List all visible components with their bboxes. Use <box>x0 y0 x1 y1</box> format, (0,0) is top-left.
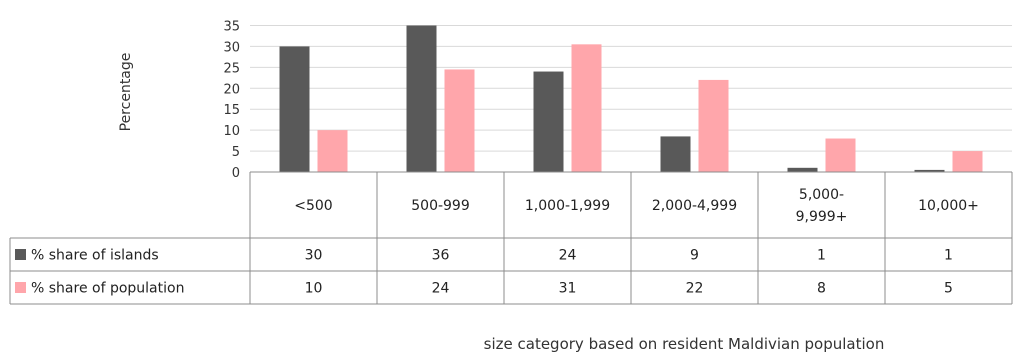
bar-islands <box>660 136 691 172</box>
y-tick-label: 10 <box>223 124 240 139</box>
y-tick-label: 0 <box>232 166 240 181</box>
bar-population <box>952 151 983 172</box>
category-label: <500 <box>294 198 332 214</box>
bar-islands <box>406 25 437 172</box>
y-tick-label: 5 <box>232 145 240 160</box>
bar-population <box>317 130 348 172</box>
bar-islands <box>533 71 564 172</box>
data-label: 1 <box>817 248 826 264</box>
bar-population <box>825 138 856 172</box>
y-axis-label: Percentage <box>118 53 134 132</box>
data-label: 36 <box>432 248 450 264</box>
data-label: 24 <box>559 248 577 264</box>
x-axis-label: size category based on resident Maldivia… <box>484 335 885 353</box>
data-label: 5 <box>944 281 953 297</box>
y-tick-label: 25 <box>223 61 240 76</box>
bar-population <box>571 44 602 173</box>
bars <box>279 25 983 173</box>
data-label: 24 <box>432 281 450 297</box>
bar-islands <box>787 167 818 172</box>
category-label: 500-999 <box>411 198 470 214</box>
data-label: 1 <box>944 248 953 264</box>
category-label: 1,000-1,999 <box>525 198 610 214</box>
category-label: 5,000- <box>799 187 844 203</box>
legend-swatch <box>15 282 26 293</box>
bar-population <box>698 79 729 172</box>
bar-population <box>444 69 475 172</box>
data-label: 30 <box>305 248 323 264</box>
bar-islands <box>914 169 945 172</box>
legend-swatch <box>15 249 26 260</box>
category-label: 2,000-4,999 <box>652 198 737 214</box>
category-label: 9,999+ <box>796 209 848 225</box>
legend-label: % share of population <box>31 281 184 297</box>
data-label: 22 <box>686 281 704 297</box>
data-label: 10 <box>305 281 323 297</box>
y-axis-ticks: 0 5 10 15 20 25 30 35 <box>223 20 240 182</box>
y-tick-label: 30 <box>223 40 240 55</box>
bar-islands <box>279 46 310 172</box>
category-label: 10,000+ <box>918 198 979 214</box>
y-tick-label: 20 <box>223 82 240 97</box>
data-label: 9 <box>690 248 699 264</box>
legend-label: % share of islands <box>31 248 159 264</box>
y-tick-label: 35 <box>223 20 240 35</box>
data-table: <500 500-999 1,000-1,999 2,000-4,999 5,000- 9… <box>9 171 1013 305</box>
y-tick-label: 15 <box>223 103 240 118</box>
data-label: 31 <box>559 281 577 297</box>
data-label: 8 <box>817 281 826 297</box>
gridlines <box>250 25 1012 173</box>
